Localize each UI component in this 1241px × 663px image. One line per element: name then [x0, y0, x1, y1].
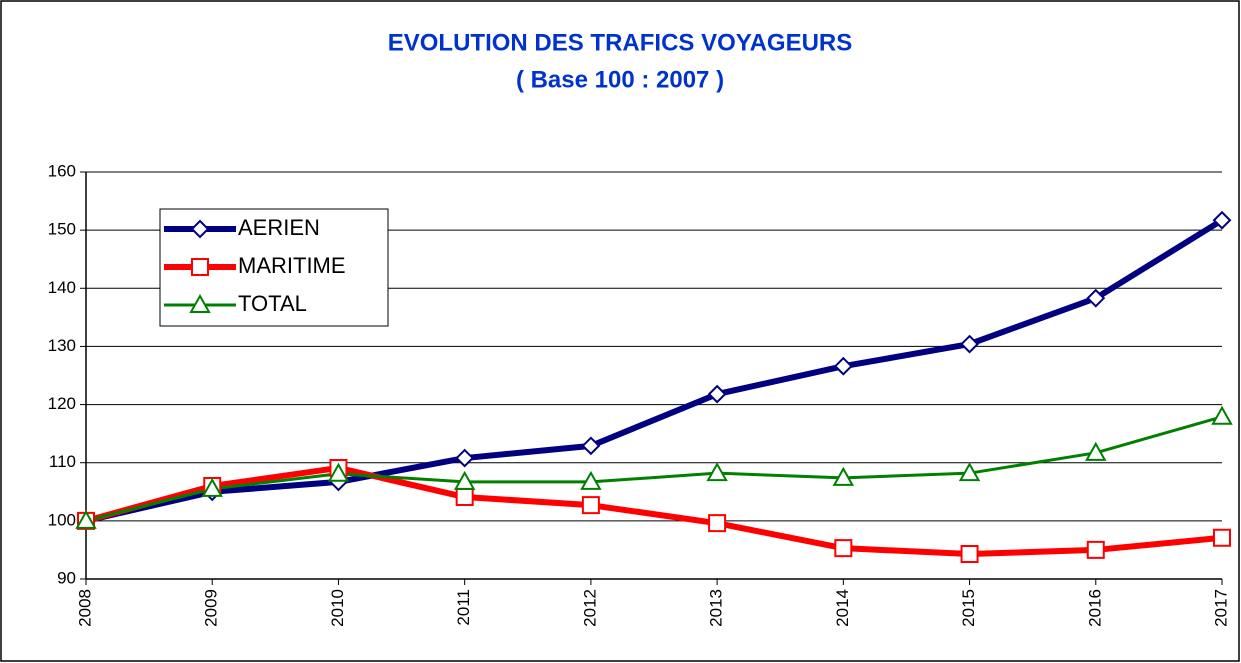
- marker: [706, 462, 728, 482]
- marker: [453, 470, 476, 490]
- marker: [1086, 288, 1106, 308]
- x-tick-label: 2011: [454, 589, 473, 626]
- marker: [707, 384, 727, 404]
- marker: [833, 356, 853, 376]
- series-line: [85, 464, 1223, 557]
- legend-marker: [191, 258, 209, 276]
- marker: [1211, 405, 1233, 425]
- marker: [581, 496, 600, 515]
- x-tick-label: 2009: [202, 589, 221, 627]
- marker: [832, 466, 855, 486]
- marker: [1085, 441, 1107, 461]
- x-tick-label: 2014: [833, 589, 852, 627]
- x-tick-label: 2010: [328, 589, 347, 627]
- legend-label: MARITIME: [238, 253, 346, 278]
- marker: [327, 462, 350, 482]
- y-tick-label: 110: [49, 452, 76, 471]
- x-tick-label: 2015: [959, 589, 978, 627]
- y-tick-label: 150: [48, 220, 76, 239]
- marker: [581, 436, 601, 456]
- x-tick-label: 2016: [1085, 589, 1104, 627]
- series-line: [85, 415, 1223, 523]
- marker: [960, 544, 979, 563]
- x-tick-label: 2013: [707, 589, 726, 627]
- marker: [75, 509, 97, 529]
- legend-marker: [189, 293, 211, 313]
- y-tick-label: 130: [48, 336, 76, 355]
- legend-label: AERIEN: [238, 215, 320, 240]
- marker: [958, 462, 981, 482]
- marker: [834, 539, 853, 558]
- marker: [960, 334, 979, 354]
- y-tick-label: 140: [48, 278, 76, 297]
- marker: [201, 477, 223, 497]
- x-tick-label: 2012: [580, 589, 599, 627]
- marker: [580, 470, 602, 490]
- series-line: [85, 217, 1224, 524]
- marker: [1213, 528, 1231, 547]
- chart-title: EVOLUTION DES TRAFICS VOYAGEURS: [388, 29, 853, 56]
- legend-label: TOTAL: [238, 291, 307, 316]
- marker: [455, 488, 474, 507]
- x-tick-label: 2008: [75, 589, 94, 627]
- y-tick-label: 120: [48, 394, 76, 413]
- chart-subtitle: ( Base 100 : 2007 ): [516, 66, 724, 93]
- marker: [1212, 210, 1232, 230]
- marker: [1086, 540, 1105, 559]
- y-tick-label: 160: [48, 161, 76, 180]
- y-tick-label: 90: [57, 568, 76, 587]
- x-tick-label: 2017: [1211, 589, 1230, 627]
- legend-marker: [190, 219, 210, 239]
- marker: [708, 514, 727, 533]
- marker: [455, 448, 475, 468]
- y-tick-label: 100: [48, 510, 76, 529]
